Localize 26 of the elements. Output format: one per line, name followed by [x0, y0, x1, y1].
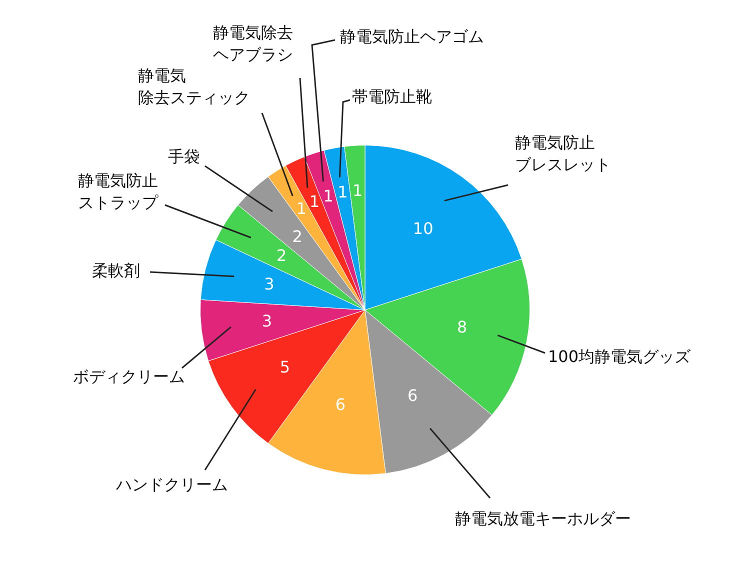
- slice-label: 静電気除去ヘアブラシ: [213, 23, 293, 64]
- data-label: 1: [309, 192, 320, 211]
- data-label: 10: [412, 219, 434, 238]
- data-label: 2: [276, 246, 287, 266]
- data-label: 8: [457, 318, 468, 337]
- data-label: 1: [296, 199, 307, 218]
- data-label: 1: [338, 182, 348, 202]
- data-label: 3: [262, 312, 272, 331]
- slice-label: 手袋: [168, 147, 200, 166]
- slice-label: 柔軟剤: [92, 261, 140, 280]
- slice-label: ボディクリーム: [73, 367, 185, 386]
- data-label: 1: [323, 186, 334, 206]
- data-label: 2: [292, 227, 302, 246]
- slice-label: 静電気放電キーホルダー: [455, 509, 631, 528]
- slice-label: 100均静電気グッズ: [548, 347, 692, 366]
- data-label: 5: [280, 357, 290, 376]
- slice-label: ハンドクリーム: [115, 475, 228, 494]
- data-label: 3: [264, 274, 274, 294]
- slice-label: 帯電防止靴: [352, 87, 432, 106]
- data-label: 1: [352, 180, 363, 200]
- slice-label: 静電気除去スティック: [138, 66, 250, 108]
- slice-label: 静電気防止ヘアゴム: [340, 27, 484, 46]
- data-label: 6: [335, 394, 346, 414]
- slice-label: 静電気防止ストラップ: [78, 171, 159, 212]
- slice-label: 静電気防止ブレスレット: [515, 133, 611, 174]
- data-label: 6: [408, 386, 418, 405]
